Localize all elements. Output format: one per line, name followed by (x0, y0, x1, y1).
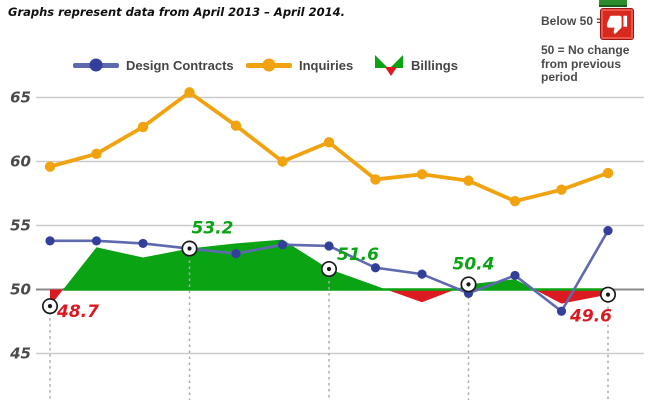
annotation-value-label: 51.6 (337, 245, 379, 265)
y-tick-label: 55 (10, 217, 31, 235)
billings-area-below-50 (50, 289, 608, 307)
inquiries-point (416, 169, 428, 180)
design-contracts-point (277, 240, 288, 250)
design-contracts-point (510, 270, 520, 281)
inquiries-point (91, 148, 102, 160)
design-contracts-point (324, 241, 334, 251)
inquiries-point (44, 161, 56, 172)
inquiries-point (602, 167, 614, 179)
y-tick-label: 45 (9, 345, 31, 363)
inquiries-point (463, 175, 474, 186)
annotated-marker-dot (47, 304, 53, 309)
thumbs-up-box-partial-icon (599, 0, 627, 7)
inquiries-point (556, 184, 567, 195)
annotation-value-label: 50.4 (453, 254, 495, 274)
inquiries-marker-icon (262, 58, 276, 72)
design-contracts-point (417, 269, 427, 279)
legend-item-design-contracts: Design Contracts (73, 52, 234, 78)
note-line-3: period (541, 70, 578, 84)
fifty-no-change-note: 50 = No change from previous period (541, 43, 630, 85)
design-contracts-point (603, 226, 613, 236)
note-line-2: from previous (541, 56, 622, 71)
annotation-value-label: 53.2 (192, 219, 234, 239)
date-range-note: Graphs represent data from April 2013 – … (8, 5, 345, 19)
inquiries-point (509, 195, 521, 207)
legend-label-inquiries: Inquiries (299, 57, 354, 73)
design-contracts-point (231, 249, 241, 259)
legend-label-design-contracts: Design Contracts (126, 57, 234, 73)
design-contracts-point (556, 306, 567, 316)
inquiries-point (137, 121, 149, 133)
annotation-value-label: 48.7 (56, 302, 99, 322)
y-tick-label: 65 (10, 89, 31, 107)
design-contracts-line-icon (73, 58, 119, 72)
inquiries-line-icon (246, 58, 292, 72)
design-contracts-point (138, 238, 148, 249)
design-contracts-point (45, 236, 55, 246)
annotated-marker-dot (466, 282, 471, 287)
design-contracts-marker-icon (89, 58, 103, 72)
inquiries-point (184, 87, 195, 98)
note-line-1: 50 = No change (541, 43, 630, 57)
annotation-value-label: 49.6 (569, 307, 612, 327)
billings-area-icon (375, 54, 403, 76)
legend-item-inquiries: Inquiries (246, 52, 353, 78)
inquiries-point (323, 137, 335, 148)
annotated-marker-dot (605, 292, 611, 297)
inquiries-point (230, 120, 242, 131)
legend-item-billings: Billings (374, 52, 458, 78)
y-tick-label: 60 (10, 153, 31, 171)
below-50-label: Below 50 = (541, 14, 604, 28)
annotated-marker-dot (326, 266, 332, 272)
inquiries-point (370, 174, 381, 185)
legend-label-billings: Billings (411, 57, 458, 73)
design-contracts-point (91, 236, 102, 246)
annotated-marker-dot (187, 246, 192, 251)
thumbs-down-icon (600, 8, 634, 40)
y-tick-label: 50 (10, 281, 31, 299)
thumbs-down-glyph (606, 15, 628, 35)
inquiries-point (277, 156, 288, 167)
design-contracts-point (370, 263, 381, 273)
